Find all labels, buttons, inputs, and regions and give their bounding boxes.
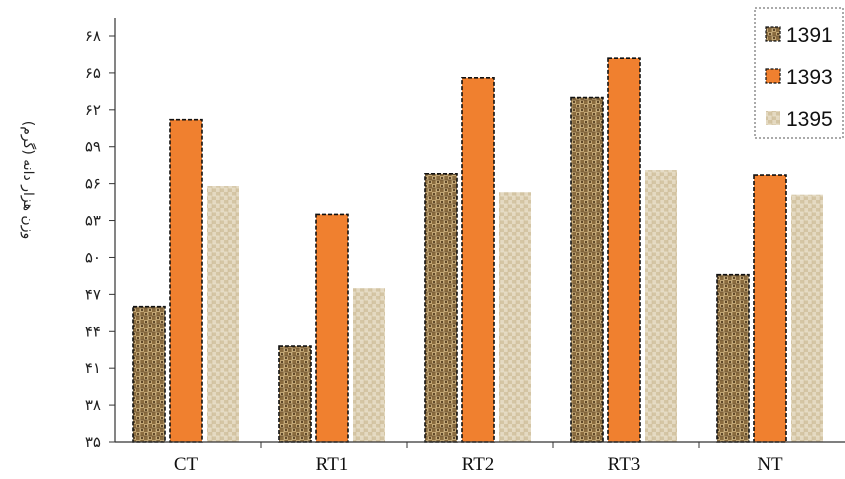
bar-1395-rt2: [499, 192, 531, 442]
bar-1391-rt2: [424, 172, 458, 443]
y-tick-label: ۶۲: [85, 101, 101, 119]
y-tick-label: ۵۳: [85, 212, 101, 230]
y-tick-label: ۴۱: [85, 359, 101, 377]
bar-1393-nt: [753, 174, 787, 443]
y-tick-label: ۶۵: [85, 64, 101, 82]
x-category-label-nt: NT: [757, 454, 783, 475]
y-ticks: ۳۵ ۳۸ ۴۱ ۴۴ ۴۷ ۵۰ ۵۳ ۵۶ ۵۹ ۶۲ ۶۵ ۶۸: [85, 27, 115, 451]
axes: [114, 18, 845, 443]
bar-1395-rt1: [353, 288, 385, 442]
bar-1395-ct: [207, 186, 239, 442]
bar-1393-ct: [169, 118, 203, 443]
bar-1393-rt2: [461, 77, 495, 443]
bar-1395-rt3: [645, 170, 677, 442]
y-tick-label: ۴۴: [85, 322, 101, 340]
x-labels: CT RT1 RT2 RT3 NT: [174, 442, 783, 475]
bar-1391-ct: [132, 305, 166, 443]
y-axis-title: وزن هزار دانه (گرم): [20, 121, 37, 239]
bars-layer: [132, 57, 823, 443]
legend-items: 1391 1393 1395: [765, 24, 833, 131]
legend: 1391 1393 1395: [754, 7, 844, 139]
legend-swatch-1395: [766, 111, 780, 125]
y-tick-label: ۵۹: [85, 138, 101, 156]
legend-label-1391: 1391: [786, 24, 833, 47]
y-tick-label: ۶۸: [85, 27, 101, 45]
y-tick-label: ۵۶: [85, 175, 101, 193]
y-tick-label: ۴۷: [85, 285, 101, 303]
y-tick-label: ۵۰: [85, 248, 101, 266]
y-tick-label: ۳۸: [85, 396, 101, 414]
bar-1393-rt1: [315, 213, 349, 443]
legend-label-1393: 1393: [786, 66, 833, 89]
legend-swatch-1391: [765, 26, 781, 42]
bar-1395-nt: [791, 194, 823, 442]
y-tick-label: ۳۵: [85, 433, 101, 451]
x-category-label-rt2: RT2: [462, 454, 495, 475]
x-category-label-rt3: RT3: [608, 454, 641, 475]
bar-1391-nt: [716, 273, 750, 443]
bar-1393-rt3: [607, 57, 641, 443]
legend-swatch-1393: [765, 68, 781, 84]
x-category-label-ct: CT: [174, 454, 199, 475]
legend-label-1395: 1395: [786, 108, 833, 131]
bar-1391-rt3: [570, 96, 604, 443]
x-category-label-rt1: RT1: [316, 454, 349, 475]
bar-1391-rt1: [278, 345, 312, 443]
